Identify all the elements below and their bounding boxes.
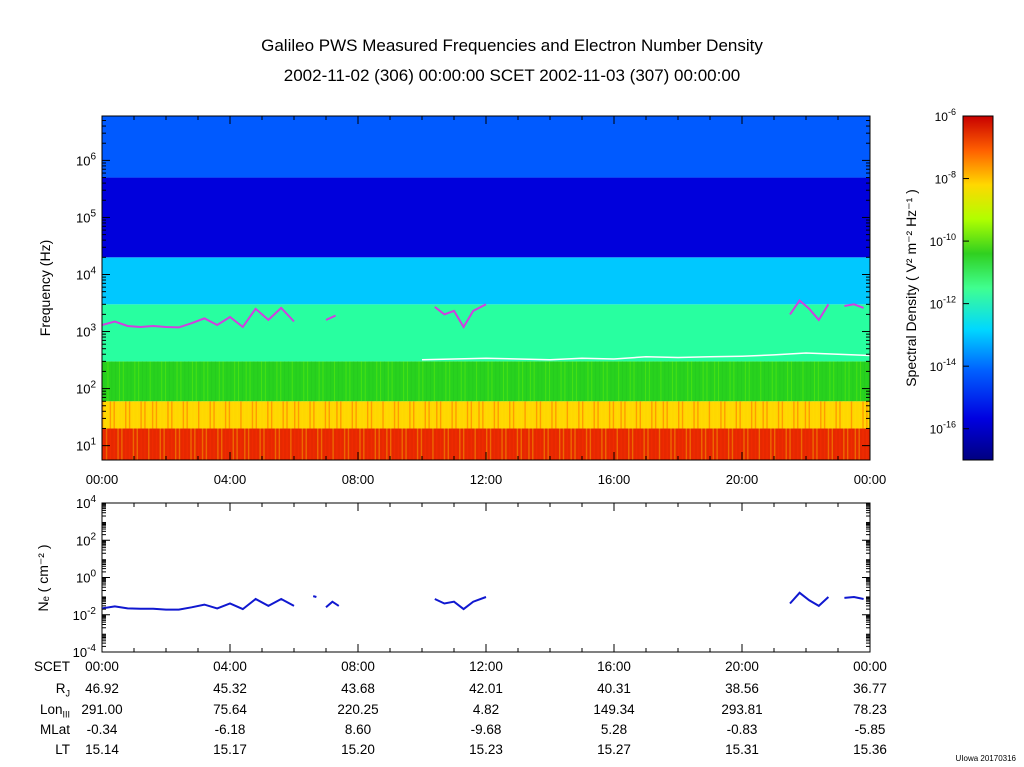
ephemeris-cell: 40.31: [597, 681, 631, 696]
ephemeris-row-label-2: LonIII: [39, 702, 70, 720]
ephemeris-cell: 00:00: [85, 659, 119, 674]
ephemeris-cell: 15.31: [725, 742, 759, 757]
ephemeris-cell: 5.28: [600, 722, 628, 737]
ephemeris-cell: 220.25: [337, 702, 379, 717]
ephemeris-cell: 43.68: [341, 681, 375, 696]
ephemeris-cell: -6.18: [214, 722, 246, 737]
ephemeris-cell: 42.01: [469, 681, 503, 696]
colorbar-tick-label-1: 10-8: [935, 170, 956, 187]
spec-x-tick-label-0: 00:00: [86, 472, 119, 487]
spec-x-tick-label-4: 16:00: [598, 472, 631, 487]
spec-x-tick-label-6: 00:00: [854, 472, 887, 487]
ephemeris-cell: 45.32: [213, 681, 247, 696]
ephemeris-cell: 15.36: [853, 742, 887, 757]
chart-title: Galileo PWS Measured Frequencies and Ele…: [261, 36, 763, 55]
spectrogram-band-6: [102, 116, 870, 178]
spectrogram-band-5: [102, 177, 870, 258]
ephemeris-row-label-0: SCET: [33, 659, 70, 674]
ne-series-3: [434, 596, 487, 611]
ne-series-1: [312, 595, 317, 598]
ephemeris-cell: -0.83: [726, 722, 758, 737]
spec-x-tick-label-5: 20:00: [726, 472, 759, 487]
fpe-trace-0: [102, 306, 295, 329]
ephemeris-cell: 15.23: [469, 742, 503, 757]
ephemeris-cell: 291.00: [81, 702, 123, 717]
upper-hybrid-trace: [421, 352, 870, 361]
ne-series-5: [844, 595, 864, 600]
fpe-trace-1: [325, 314, 337, 321]
spec-y-tick-label-5: 106: [76, 151, 96, 168]
spectrogram-band-1: [102, 401, 870, 429]
ephemeris-cell: 08:00: [341, 659, 375, 674]
ephemeris-cell: 75.64: [213, 702, 247, 717]
spectrogram-band-2: [102, 361, 870, 402]
spectrogram-y-label: Frequency (Hz): [37, 240, 53, 336]
ephemeris-cell: 4.82: [472, 702, 500, 717]
ephemeris-cell: -5.85: [854, 722, 886, 737]
ne-y-tick-label-0: 10-4: [73, 643, 97, 660]
density-frame: [101, 502, 871, 653]
ephemeris-cell: 78.23: [853, 702, 887, 717]
ne-series-4: [789, 591, 830, 608]
ephemeris-cell: 20:00: [725, 659, 759, 674]
spec-y-tick-label-4: 105: [76, 208, 96, 225]
spectrogram-band-3: [102, 304, 870, 362]
ephemeris-cell: 8.60: [344, 722, 372, 737]
spec-x-tick-label-3: 12:00: [470, 472, 503, 487]
fpe-trace-3: [789, 299, 830, 322]
spectrogram-band-4: [102, 257, 870, 305]
colorbar-tick-label-2: 10-10: [930, 232, 956, 249]
ephemeris-cell: 15.20: [341, 742, 375, 757]
ephemeris-cell: -9.68: [470, 722, 502, 737]
ne-y-tick-label-1: 10-2: [73, 606, 97, 623]
ephemeris-cell: 149.34: [593, 702, 635, 717]
ephemeris-cell: 04:00: [213, 659, 247, 674]
colorbar-tick-label-5: 10-16: [930, 420, 956, 437]
spectrogram-texture: [102, 361, 869, 460]
spec-y-tick-label-3: 104: [76, 265, 96, 282]
spec-y-tick-label-2: 103: [76, 323, 96, 340]
ephemeris-cell: 46.92: [85, 681, 119, 696]
ephemeris-row-label-1: RJ: [55, 681, 70, 699]
ephemeris-cell: 00:00: [853, 659, 887, 674]
ne-y-tick-label-3: 102: [76, 531, 96, 548]
fpe-trace-4: [844, 303, 864, 309]
ne-series-0: [102, 597, 295, 611]
ephemeris-cell: 36.77: [853, 681, 887, 696]
ne-y-tick-label-4: 104: [76, 494, 96, 511]
ephemeris-cell: 15.27: [597, 742, 631, 757]
ephemeris-cell: -0.34: [86, 722, 118, 737]
ephemeris-cell: 16:00: [597, 659, 631, 674]
spec-x-tick-label-1: 04:00: [214, 472, 247, 487]
ephemeris-row-label-4: LT: [55, 742, 70, 757]
credit-label: UIowa 20170316: [955, 754, 1017, 763]
ne-series-2: [325, 600, 340, 609]
fpe-trace-2: [434, 303, 487, 329]
colorbar-tick-label-3: 10-12: [930, 295, 956, 312]
spec-x-tick-label-2: 08:00: [342, 472, 375, 487]
density-y-label: Nₑ ( cm⁻² ): [35, 544, 51, 611]
ephemeris-cell: 15.17: [213, 742, 247, 757]
ephemeris-cell: 38.56: [725, 681, 759, 696]
colorbar: [962, 115, 994, 461]
colorbar-tick-label-0: 10-6: [935, 107, 956, 124]
spec-y-tick-label-1: 102: [76, 380, 96, 397]
spec-y-tick-label-0: 101: [76, 437, 96, 454]
ephemeris-cell: 15.14: [85, 742, 119, 757]
colorbar-tick-label-4: 10-14: [930, 357, 956, 374]
spectrogram: [102, 116, 870, 460]
ne-y-tick-label-2: 100: [76, 569, 96, 586]
ephemeris-cell: 12:00: [469, 659, 503, 674]
ephemeris-row-label-3: MLat: [39, 722, 70, 737]
colorbar-label: Spectral Density ( V² m⁻² Hz⁻¹ ): [903, 189, 919, 387]
ephemeris-cell: 293.81: [721, 702, 763, 717]
chart-subtitle: 2002-11-02 (306) 00:00:00 SCET 2002-11-0…: [283, 66, 741, 85]
